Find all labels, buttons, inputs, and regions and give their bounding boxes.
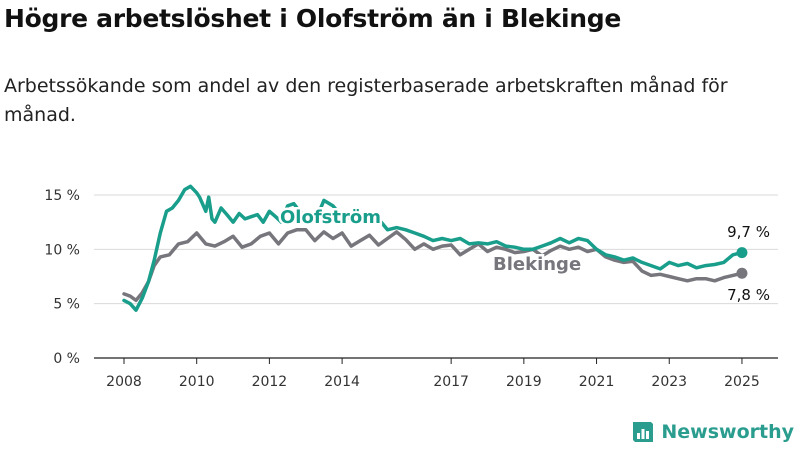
x-tick-label: 2023 [651, 374, 687, 390]
x-tick-label: 2012 [252, 374, 288, 390]
brand-logo: Newsworthy [631, 420, 794, 444]
brand-name: Newsworthy [661, 421, 794, 443]
y-tick-label: 0 % [53, 351, 80, 367]
y-tick-label: 5 % [53, 297, 80, 313]
x-tick-label: 2010 [179, 374, 215, 390]
x-tick-label: 2025 [724, 374, 760, 390]
x-tick-label: 2019 [506, 374, 542, 390]
y-tick-label: 10 % [44, 242, 80, 258]
newsworthy-logo-icon [633, 422, 654, 442]
end-point [736, 247, 748, 259]
series-lines [122, 184, 748, 312]
x-tick-label: 2014 [324, 374, 360, 390]
x-tick-label: 2008 [106, 374, 142, 390]
x-tick-label: 2021 [579, 374, 615, 390]
end-label-olofstrom: 9,7 % [727, 223, 770, 241]
end-label-blekinge: 7,8 % [727, 286, 770, 304]
y-tick-label: 15 % [44, 188, 80, 204]
end-point [736, 267, 748, 279]
series-labels: Olofström Blekinge 9,7 % 7,8 % [278, 205, 771, 305]
x-tick-label: 2017 [433, 374, 469, 390]
x-axis-ticks: 2008 2010 2012 2014 2017 2019 2021 2023 2025 [106, 358, 760, 390]
series-label-blekinge: Blekinge [493, 254, 581, 275]
chart-title: Högre arbetslöshet i Olofström än i Blek… [4, 4, 622, 33]
y-axis-ticks: 0 % 5 % 10 % 15 % [44, 188, 80, 367]
series-line-blekinge [122, 228, 744, 303]
series-line-olofstrom [122, 184, 744, 312]
chart-subtitle: Arbetssökande som andel av den registerb… [4, 75, 728, 126]
series-label-olofstrom: Olofström [280, 207, 381, 228]
